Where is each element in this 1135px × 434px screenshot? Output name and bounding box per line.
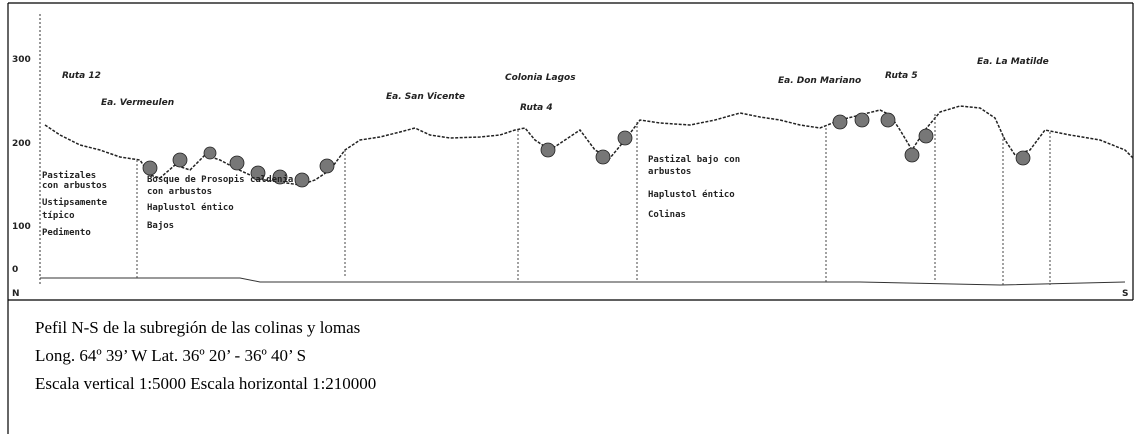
- zone-label: Pedimento: [42, 227, 91, 238]
- zone-label: arbustos: [648, 167, 691, 177]
- zone-label: Pastizal bajo con: [648, 154, 740, 165]
- page: 300 200 100 0 N S Ruta 12 Ea. Vermeulen Ea. San …: [0, 0, 1135, 434]
- frame: [8, 3, 1133, 434]
- zone-dividers: [137, 114, 1050, 285]
- zone-label: Bosque de Prosopis caldenia: [147, 174, 293, 185]
- start-label: N: [12, 289, 20, 299]
- profile-axes: [40, 14, 1125, 285]
- profile: [45, 106, 1133, 185]
- zone-label: Pastizales: [42, 170, 96, 181]
- end-label: S: [1122, 289, 1128, 299]
- place-label: Colonia Lagos: [505, 73, 576, 83]
- caption-line: Pefil N-S de la subregión de las colinas…: [35, 318, 360, 337]
- place-label: Ruta 5: [885, 71, 918, 81]
- place-label: Ruta 4: [520, 103, 553, 113]
- y-tick-label: 200: [12, 139, 31, 149]
- y-tick-label: 300: [12, 55, 31, 65]
- zone-label: con arbustos: [147, 187, 212, 197]
- zone-label: Colinas: [648, 209, 686, 220]
- zone-label: Bajos: [147, 220, 174, 231]
- place-label: Ruta 12: [62, 71, 101, 81]
- place-label: Ea. Don Mariano: [778, 76, 861, 86]
- zone-label: Haplustol éntico: [147, 202, 234, 213]
- caption-line: Long. 64º 39’ W Lat. 36º 20’ - 36º 40’ S: [35, 346, 306, 365]
- zone-label: Ustipsamente: [42, 197, 108, 208]
- place-label: Ea. San Vicente: [386, 92, 465, 102]
- y-tick-label: 0: [12, 265, 18, 275]
- zone-label: Haplustol éntico: [648, 189, 735, 200]
- place-label: Ea. La Matilde: [977, 57, 1049, 67]
- caption-line: Escala vertical 1:5000 Escala horizontal…: [35, 374, 376, 393]
- zone-label: con arbustos: [42, 181, 107, 191]
- place-label: Ea. Vermeulen: [101, 98, 174, 108]
- y-tick-label: 100: [12, 222, 31, 232]
- zone-label: típico: [42, 210, 75, 221]
